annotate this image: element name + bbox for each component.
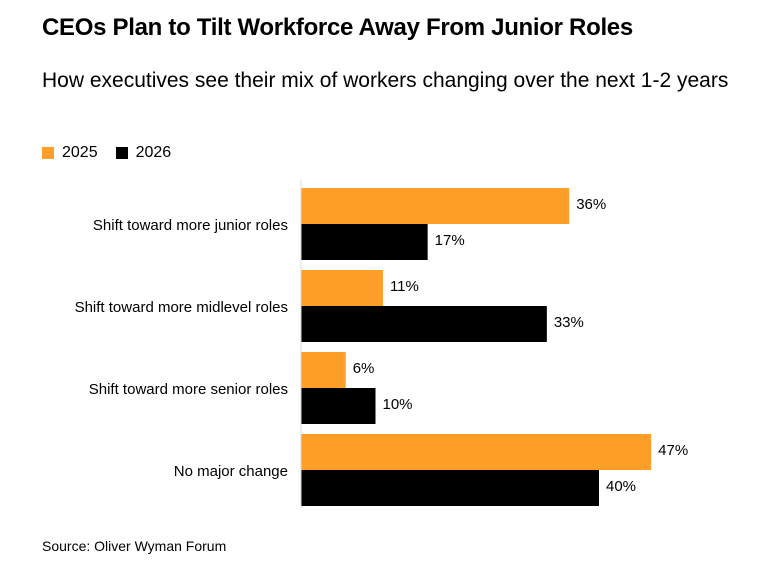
- legend-label-2026: 2026: [135, 144, 172, 161]
- data-label-shift-toward-more-junior-roles-2026: 17%: [435, 232, 465, 249]
- data-label-shift-toward-more-senior-roles-2025: 6%: [353, 360, 375, 377]
- category-label-shift-toward-more-midlevel-roles: Shift toward more midlevel roles: [75, 299, 288, 316]
- bar-shift-toward-more-junior-roles-2026: [301, 224, 428, 260]
- bar-shift-toward-more-senior-roles-2026: [301, 388, 376, 424]
- bar-no-major-change-2025: [301, 434, 652, 470]
- source-note: Source: Oliver Wyman Forum: [42, 538, 227, 554]
- data-label-shift-toward-more-midlevel-roles-2026: 33%: [554, 314, 584, 331]
- legend-swatch-2026: [115, 147, 128, 159]
- bar-shift-toward-more-junior-roles-2025: [301, 188, 570, 224]
- bar-shift-toward-more-midlevel-roles-2025: [301, 270, 383, 306]
- bar-no-major-change-2026: [301, 470, 599, 506]
- data-label-shift-toward-more-midlevel-roles-2025: 11%: [390, 278, 419, 295]
- category-label-shift-toward-more-senior-roles: Shift toward more senior roles: [89, 381, 288, 398]
- bars-group: Shift toward more junior roles 36% 17% Shif…: [75, 188, 688, 506]
- category-label-no-major-change: No major change: [174, 463, 288, 480]
- legend-swatch-2025: [42, 147, 54, 159]
- data-label-no-major-change-2026: 40%: [606, 478, 636, 495]
- data-label-no-major-change-2025: 47%: [658, 442, 688, 459]
- bar-shift-toward-more-midlevel-roles-2026: [301, 306, 547, 342]
- legend-label-2025: 2025: [62, 144, 98, 161]
- legend: 2025 2026: [42, 144, 189, 162]
- legend-item-2025: 2025: [42, 144, 98, 162]
- data-label-shift-toward-more-senior-roles-2026: 10%: [383, 396, 413, 413]
- category-label-shift-toward-more-junior-roles: Shift toward more junior roles: [93, 217, 288, 234]
- chart-title: CEOs Plan to Tilt Workforce Away From Ju…: [42, 14, 633, 41]
- bar-shift-toward-more-senior-roles-2025: [301, 352, 346, 388]
- legend-item-2026: 2026: [115, 144, 172, 162]
- data-label-shift-toward-more-junior-roles-2025: 36%: [576, 196, 606, 213]
- chart-subtitle: How executives see their mix of workers …: [42, 69, 729, 92]
